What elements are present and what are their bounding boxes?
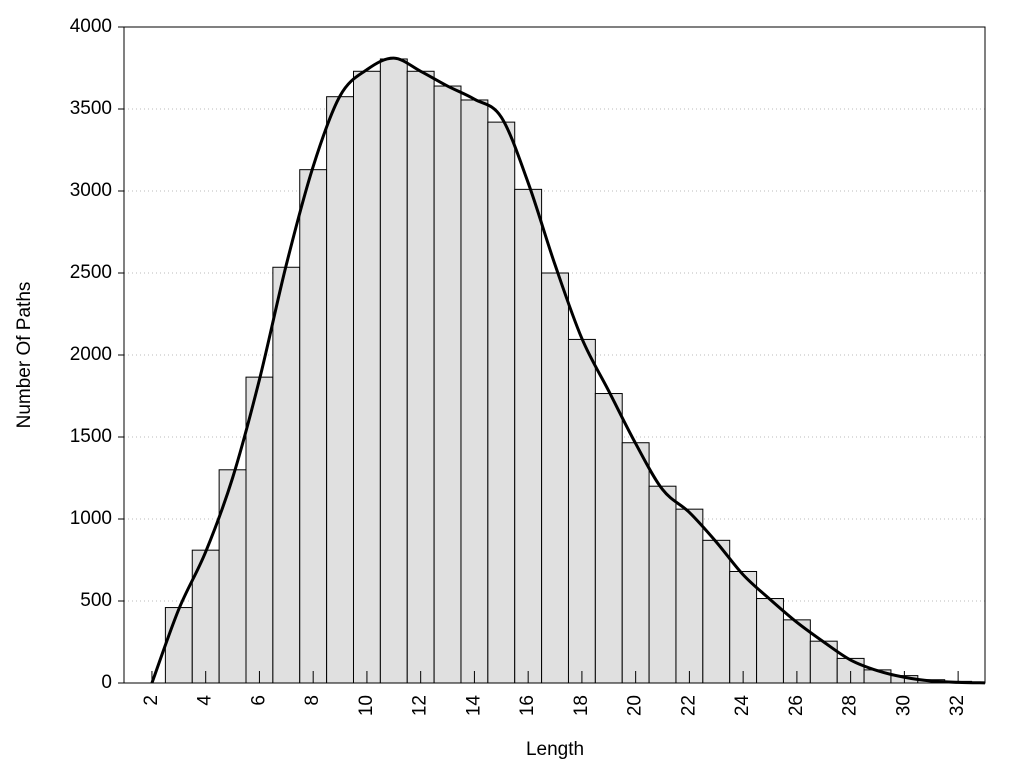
x-tick-label: 18 [571, 695, 592, 716]
bar [272, 266, 301, 684]
x-tick-label: 10 [356, 695, 377, 716]
x-tick-label: 30 [893, 695, 914, 716]
bar [514, 188, 543, 684]
x-tick-label: 6 [248, 695, 269, 706]
bar [756, 598, 784, 684]
x-axis-label: Length [526, 739, 584, 760]
x-tick-label: 22 [678, 695, 699, 716]
bar [406, 70, 435, 684]
y-tick-label: 3000 [70, 180, 112, 201]
bar [299, 169, 328, 684]
x-tick-label: 14 [463, 695, 484, 717]
y-axis-label: Number Of Paths [14, 282, 35, 429]
x-tick-label: 12 [410, 695, 431, 716]
plot-frame [123, 26, 986, 684]
bar [567, 338, 596, 684]
bar [621, 442, 650, 684]
density-line [150, 56, 986, 685]
bar [379, 58, 408, 684]
bar [352, 70, 381, 684]
x-tick-label: 26 [786, 695, 807, 716]
y-tick-label: 1500 [70, 426, 112, 447]
x-tick-label: 32 [947, 695, 968, 716]
bar [245, 376, 274, 684]
bar [541, 272, 569, 684]
x-tick-label: 28 [840, 695, 861, 716]
bar [164, 607, 193, 684]
bar [460, 99, 489, 684]
x-tick-label: 16 [517, 695, 538, 716]
bar [729, 570, 758, 684]
x-tick-label: 2 [141, 695, 162, 706]
y-tick-label: 1000 [70, 508, 112, 529]
bar [675, 508, 704, 684]
x-tick-label: 24 [732, 695, 753, 717]
x-tick-label: 20 [625, 695, 646, 716]
x-tick-label: 8 [302, 695, 323, 706]
bar [326, 96, 354, 684]
bar [433, 85, 462, 684]
y-tick-label: 500 [80, 590, 112, 611]
y-tick-label: 0 [101, 672, 112, 693]
bar [648, 485, 677, 684]
y-tick-label: 2500 [70, 262, 112, 283]
y-tick-label: 2000 [70, 344, 112, 365]
x-tick-label: 4 [195, 695, 216, 706]
bar [594, 393, 623, 684]
bar [487, 121, 516, 684]
y-tick-label: 3500 [70, 98, 112, 119]
bar [702, 539, 731, 684]
y-tick-label: 4000 [70, 16, 112, 37]
